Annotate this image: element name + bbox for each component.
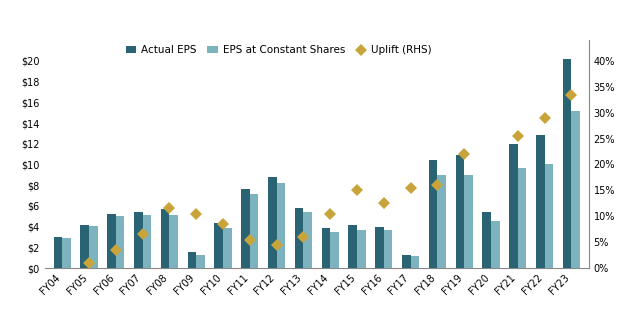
Uplift (RHS) [433, 183, 441, 187]
Bar [518, 168, 526, 268]
Uplift (RHS) [246, 238, 253, 242]
Bar [357, 230, 365, 268]
Uplift (RHS) [166, 206, 173, 210]
Bar [456, 155, 464, 268]
Bar [572, 111, 580, 268]
Bar [214, 223, 223, 268]
Bar [89, 225, 97, 268]
Bar [223, 227, 232, 268]
Bar [437, 175, 446, 268]
Uplift (RHS) [380, 201, 388, 205]
Line: Uplift (RHS): Uplift (RHS) [85, 90, 575, 267]
Bar [161, 209, 170, 268]
Bar [196, 255, 205, 268]
Bar [81, 224, 89, 268]
Uplift (RHS) [514, 134, 522, 138]
Uplift (RHS) [568, 92, 575, 96]
Bar [348, 224, 357, 268]
Bar [384, 230, 392, 268]
Bar [170, 215, 178, 268]
Bar [241, 189, 250, 268]
Bar [54, 237, 62, 268]
Bar [108, 214, 116, 268]
Uplift (RHS) [219, 222, 227, 226]
Bar [303, 212, 312, 268]
Bar [62, 238, 71, 268]
Bar [250, 195, 259, 268]
Bar [402, 255, 411, 268]
Bar [188, 253, 196, 268]
Bar [563, 59, 572, 268]
Bar [483, 212, 491, 268]
Bar [545, 164, 553, 268]
Bar [295, 208, 303, 268]
Uplift (RHS) [139, 232, 147, 237]
Uplift (RHS) [112, 248, 120, 252]
Bar [143, 215, 151, 268]
Uplift (RHS) [460, 152, 468, 156]
Bar [276, 183, 285, 268]
Uplift (RHS) [193, 212, 200, 216]
Uplift (RHS) [300, 235, 307, 239]
Uplift (RHS) [326, 212, 334, 216]
Uplift (RHS) [353, 188, 361, 192]
Bar [375, 226, 384, 268]
Bar [509, 144, 518, 268]
Bar [536, 135, 545, 268]
Uplift (RHS) [407, 186, 415, 190]
Uplift (RHS) [85, 261, 93, 265]
Uplift (RHS) [541, 116, 548, 120]
Bar [411, 256, 419, 268]
Uplift (RHS) [273, 243, 280, 247]
Bar [134, 212, 143, 268]
Bar [322, 227, 330, 268]
Bar [429, 160, 437, 268]
Bar [116, 216, 124, 268]
Bar [491, 221, 500, 268]
Bar [330, 232, 339, 268]
Bar [268, 177, 276, 268]
Legend: Actual EPS, EPS at Constant Shares, Uplift (RHS): Actual EPS, EPS at Constant Shares, Upli… [125, 46, 432, 55]
Bar [464, 175, 473, 268]
